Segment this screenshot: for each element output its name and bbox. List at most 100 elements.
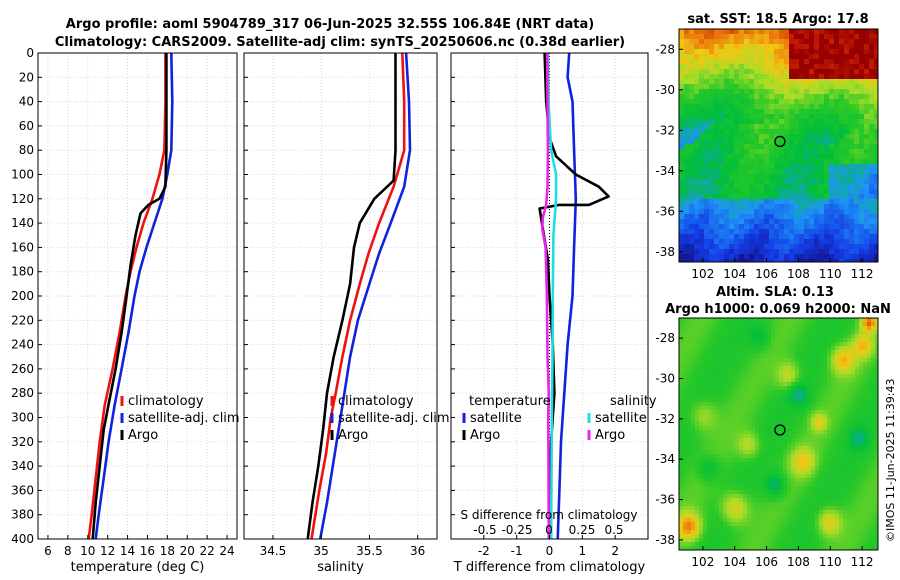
map-cell [804, 204, 810, 210]
map-cell [863, 482, 868, 487]
map-cell [707, 406, 712, 411]
map-cell [699, 254, 705, 260]
map-cell [855, 438, 860, 443]
map-cell [867, 338, 872, 343]
map-cell [859, 538, 864, 543]
map-cell [774, 139, 780, 145]
map-cell [807, 362, 812, 367]
map-cell [835, 446, 840, 451]
map-cell [723, 426, 728, 431]
map-cell [719, 84, 725, 90]
map-field [679, 29, 878, 262]
map-cell [815, 466, 820, 471]
map-cell [715, 370, 720, 375]
map-cell [863, 422, 868, 427]
map-cell [719, 129, 725, 135]
map-cell [715, 478, 720, 483]
map-cell [764, 154, 770, 160]
map-cell [763, 430, 768, 435]
map-cell [863, 326, 868, 331]
map-cell [679, 422, 684, 427]
x-tick-label: 110 [819, 267, 842, 281]
map-cell [767, 514, 772, 519]
map-cell [759, 510, 764, 515]
map-cell [784, 114, 790, 120]
map-cell [703, 498, 708, 503]
map-cell [844, 29, 850, 35]
map-cell [704, 234, 710, 240]
map-cell [703, 478, 708, 483]
map-cell [739, 159, 745, 165]
map-cell [714, 259, 720, 262]
map-cell [735, 386, 740, 391]
map-cell [707, 430, 712, 435]
map-cell [839, 59, 845, 65]
map-cell [704, 94, 710, 100]
map-cell [811, 510, 816, 515]
map-cell [827, 350, 832, 355]
map-cell [867, 518, 872, 523]
map-cell [729, 214, 735, 220]
map-cell [747, 482, 752, 487]
map-cell [759, 538, 764, 543]
map-cell [764, 164, 770, 170]
map-cell [763, 502, 768, 507]
map-cell [863, 370, 868, 375]
map-cell [679, 506, 684, 511]
map-cell [764, 254, 770, 260]
map-cell [843, 514, 848, 519]
map-cell [839, 374, 844, 379]
map-cell [787, 494, 792, 499]
map-cell [694, 129, 700, 135]
map-cell [814, 189, 820, 195]
map-cell [689, 99, 695, 105]
map-cell [754, 134, 760, 140]
map-cell [799, 394, 804, 399]
map-cell [687, 422, 692, 427]
legend-label: satellite-adj. clim [338, 411, 450, 426]
map-cell [729, 164, 735, 170]
map-cell [695, 510, 700, 515]
map-cell [843, 402, 848, 407]
map-cell [774, 129, 780, 135]
map-cell [695, 514, 700, 519]
map-cell [824, 229, 830, 235]
map-cell [734, 59, 740, 65]
map-cell [874, 249, 878, 255]
map-cell [834, 259, 840, 262]
map-cell [844, 89, 850, 95]
map-cell [699, 478, 704, 483]
map-cell [831, 338, 836, 343]
map-cell [779, 49, 785, 55]
map-cell [743, 410, 748, 415]
map-cell [699, 114, 705, 120]
map-cell [874, 199, 878, 205]
map-cell [839, 49, 845, 55]
map-cell [699, 219, 705, 225]
map-cell [839, 362, 844, 367]
map-cell [775, 338, 780, 343]
map-cell [835, 318, 840, 323]
map-cell [867, 458, 872, 463]
map-cell [794, 239, 800, 245]
map-cell [689, 109, 695, 115]
map-cell [847, 346, 852, 351]
map-cell [767, 334, 772, 339]
map-cell [719, 144, 725, 150]
map-cell [707, 358, 712, 363]
map-cell [811, 490, 816, 495]
map-cell [855, 486, 860, 491]
map-cell [719, 494, 724, 499]
map-cell [774, 74, 780, 80]
map-cell [851, 474, 856, 479]
map-cell [714, 224, 720, 230]
map-cell [771, 422, 776, 427]
series-line-salinity-argo [541, 52, 551, 540]
map-cell [789, 59, 795, 65]
map-cell [839, 350, 844, 355]
map-cell [847, 354, 852, 359]
map-cell [687, 534, 692, 539]
map-cell [863, 446, 868, 451]
map-cell [839, 84, 845, 90]
map-cell [719, 442, 724, 447]
